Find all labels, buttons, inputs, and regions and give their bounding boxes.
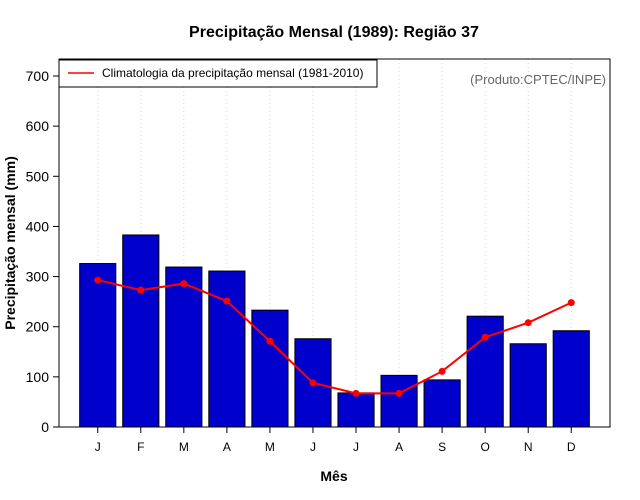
x-tick-label: N	[524, 440, 533, 454]
y-axis-label: Precipitação mensal (mm)	[2, 156, 18, 330]
bar	[337, 392, 375, 428]
y-tick-label: 400	[26, 218, 50, 234]
x-tick-label: D	[567, 440, 576, 454]
y-tick-label: 100	[26, 369, 50, 385]
bar	[165, 266, 203, 428]
x-tick-label: M	[179, 440, 189, 454]
y-tick-label: 700	[26, 68, 50, 84]
x-tick-label: F	[137, 440, 144, 454]
climatology-point	[524, 319, 532, 327]
climatology-line-series	[94, 276, 575, 397]
y-tick-label: 200	[26, 319, 50, 335]
climatology-point	[567, 299, 575, 307]
y-axis: 0 100 200 300 400 500 600 700	[26, 68, 59, 435]
climatology-point	[481, 333, 489, 341]
x-tick-label: O	[480, 440, 489, 454]
climatology-point	[94, 276, 102, 284]
bar	[79, 263, 117, 428]
climatology-point	[137, 286, 145, 294]
climatology-point	[180, 280, 188, 288]
x-tick-label: J	[310, 440, 316, 454]
climatology-point	[223, 297, 231, 305]
bar	[423, 379, 461, 428]
legend-entry-climatology: Climatologia da precipitação mensal (198…	[102, 66, 363, 80]
y-tick-label: 600	[26, 118, 50, 134]
climatology-line	[97, 279, 572, 395]
y-tick-label: 300	[26, 269, 50, 285]
chart-title: Precipitação Mensal (1989): Região 37	[189, 24, 479, 41]
bar	[552, 330, 590, 428]
bar	[380, 374, 418, 428]
plot-frame	[58, 58, 611, 428]
y-tick-label: 500	[26, 168, 50, 184]
x-tick-label: M	[265, 440, 275, 454]
x-tick-label: A	[395, 440, 403, 454]
x-axis-label: Mês	[320, 468, 347, 484]
x-tick-label: J	[95, 440, 101, 454]
y-tick-label: 0	[41, 419, 49, 435]
bar	[208, 270, 246, 428]
bar	[251, 309, 289, 428]
legend: Climatologia da precipitação mensal (198…	[58, 59, 378, 88]
climatology-point	[309, 379, 317, 387]
climatology-point	[266, 337, 274, 345]
x-tick-label: S	[438, 440, 446, 454]
bar-series	[79, 234, 590, 428]
climatology-point	[395, 389, 403, 397]
product-credit: (Produto:CPTEC/INPE)	[470, 72, 606, 87]
legend-box	[58, 59, 378, 88]
x-tick-label: A	[223, 440, 231, 454]
bar	[122, 234, 160, 428]
bar	[509, 343, 547, 428]
climatology-point	[352, 389, 360, 397]
climatology-point	[438, 367, 446, 375]
x-tick-label: J	[353, 440, 359, 454]
